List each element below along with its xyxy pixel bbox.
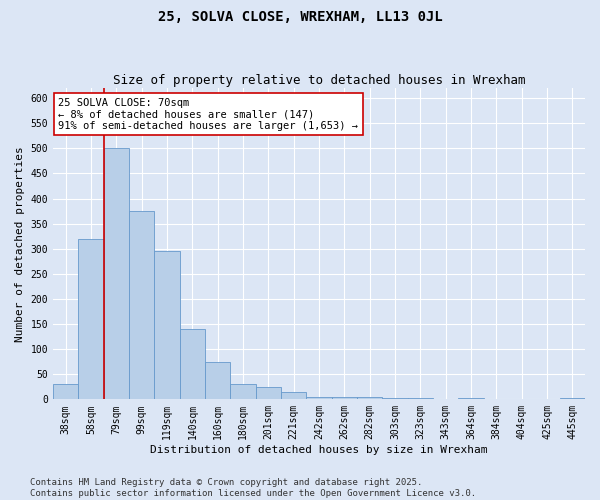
Bar [79, 238, 104, 400]
Bar [281, 392, 307, 400]
Bar [560, 398, 585, 400]
Title: Size of property relative to detached houses in Wrexham: Size of property relative to detached ho… [113, 74, 525, 87]
Text: 25 SOLVA CLOSE: 70sqm
← 8% of detached houses are smaller (147)
91% of semi-deta: 25 SOLVA CLOSE: 70sqm ← 8% of detached h… [58, 98, 358, 130]
Bar [307, 397, 332, 400]
Bar [407, 398, 433, 400]
Bar [230, 384, 256, 400]
Bar [179, 329, 205, 400]
Bar [357, 397, 382, 400]
Bar [104, 148, 129, 400]
X-axis label: Distribution of detached houses by size in Wrexham: Distribution of detached houses by size … [150, 445, 488, 455]
Bar [129, 211, 154, 400]
Y-axis label: Number of detached properties: Number of detached properties [15, 146, 25, 342]
Text: 25, SOLVA CLOSE, WREXHAM, LL13 0JL: 25, SOLVA CLOSE, WREXHAM, LL13 0JL [158, 10, 442, 24]
Bar [256, 387, 281, 400]
Bar [53, 384, 79, 400]
Bar [458, 398, 484, 400]
Bar [154, 252, 179, 400]
Bar [205, 362, 230, 400]
Bar [382, 398, 407, 400]
Bar [332, 397, 357, 400]
Text: Contains HM Land Registry data © Crown copyright and database right 2025.
Contai: Contains HM Land Registry data © Crown c… [30, 478, 476, 498]
